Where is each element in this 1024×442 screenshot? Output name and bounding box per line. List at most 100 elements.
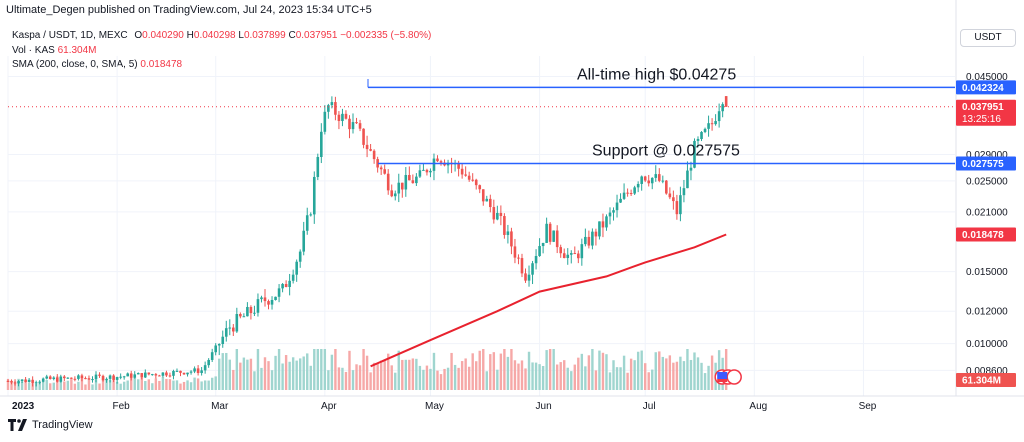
candle-body bbox=[98, 374, 101, 376]
candle-body bbox=[541, 242, 545, 247]
volume-bar bbox=[524, 368, 527, 390]
candle-body bbox=[429, 170, 432, 173]
volume-bar bbox=[675, 361, 679, 390]
volume-bar bbox=[218, 358, 221, 390]
high-label: H bbox=[186, 30, 194, 41]
volume-bar bbox=[496, 369, 499, 390]
volume-bar bbox=[492, 352, 496, 390]
volume-bar bbox=[531, 362, 534, 390]
candle-body bbox=[161, 372, 165, 376]
candle-body bbox=[309, 214, 313, 216]
y-tick-label: 0.021000 bbox=[966, 207, 1008, 218]
candle-body bbox=[376, 159, 379, 168]
y-tick-label: 0.010000 bbox=[966, 339, 1008, 350]
candle-body bbox=[143, 372, 147, 378]
volume-bar bbox=[91, 384, 94, 390]
candle-body bbox=[721, 104, 724, 112]
candle-body bbox=[489, 198, 492, 208]
volume-bar bbox=[168, 379, 172, 390]
volume-bar bbox=[362, 349, 365, 390]
candle-body bbox=[506, 231, 510, 235]
candle-body bbox=[224, 328, 228, 337]
candle-body bbox=[580, 244, 584, 259]
horizontal-levels: All-time high $0.04275 Support @ 0.027575 bbox=[367, 66, 955, 165]
candle-body bbox=[503, 216, 506, 235]
volume-bar bbox=[246, 359, 249, 390]
volume-bar bbox=[291, 357, 295, 390]
volume-label[interactable]: Vol · KAS bbox=[12, 44, 55, 56]
volume-bar bbox=[520, 360, 524, 390]
volume-bar bbox=[622, 355, 626, 390]
volume-bar bbox=[175, 380, 179, 390]
candle-body bbox=[73, 378, 77, 380]
footer: TradingView bbox=[8, 419, 93, 431]
candle-body bbox=[629, 193, 633, 195]
candle-body bbox=[186, 372, 189, 375]
volume-bar bbox=[591, 349, 594, 390]
candle-body bbox=[714, 121, 717, 125]
volume-bar bbox=[464, 358, 467, 390]
candle-body bbox=[129, 373, 133, 378]
volume-bar bbox=[668, 355, 672, 390]
sma-label[interactable]: SMA (200, close, 0, SMA, 5) bbox=[12, 59, 138, 70]
volume-bar bbox=[408, 359, 411, 390]
volume-bar bbox=[263, 357, 267, 390]
candle-body bbox=[710, 123, 714, 125]
candle-body bbox=[105, 378, 108, 381]
candle-body bbox=[348, 118, 351, 130]
volume-bar bbox=[133, 377, 136, 390]
candle-body bbox=[566, 254, 570, 259]
candles bbox=[6, 96, 742, 387]
currency-button[interactable]: USDT bbox=[960, 29, 1016, 47]
volume-bar bbox=[707, 365, 710, 390]
volume-bar bbox=[365, 355, 369, 390]
candle-body bbox=[369, 149, 372, 151]
volume-bar bbox=[517, 363, 520, 390]
volume-bar bbox=[309, 365, 312, 390]
candle-body bbox=[573, 253, 577, 255]
candle-body bbox=[527, 274, 531, 281]
symbol-name[interactable]: Kaspa / USDT, 1D, MEXC bbox=[12, 30, 128, 41]
candle-body bbox=[383, 169, 386, 174]
candle-body bbox=[48, 376, 52, 380]
volume-bar bbox=[724, 349, 728, 390]
event-marker-icon bbox=[726, 369, 742, 385]
volume-bar bbox=[710, 355, 714, 390]
candle-body bbox=[584, 236, 587, 245]
candle-body bbox=[372, 150, 376, 160]
legend: Kaspa / USDT, 1D, MEXC O0.040290 H0.0402… bbox=[12, 29, 431, 73]
price-label-ath: 0.042324 bbox=[962, 83, 1004, 94]
candle-body bbox=[337, 114, 341, 122]
volume-bar bbox=[552, 349, 555, 390]
candle-body bbox=[274, 296, 277, 300]
volume-value: 61.304M bbox=[57, 44, 97, 56]
candle-body bbox=[112, 375, 115, 380]
volume-bar bbox=[77, 381, 80, 390]
volume-bar bbox=[615, 367, 619, 390]
price-label-last: 0.037951 bbox=[962, 102, 1004, 113]
volume-bar bbox=[471, 353, 474, 390]
volume-bar bbox=[411, 358, 415, 390]
volume-bar bbox=[13, 381, 17, 390]
volume-bar bbox=[59, 379, 63, 390]
candle-body bbox=[351, 122, 355, 130]
volume-bar bbox=[612, 360, 615, 390]
x-tick-label: Jun bbox=[536, 401, 552, 412]
volume-bar bbox=[137, 379, 140, 390]
volume-bar bbox=[545, 350, 548, 390]
price-label-support: 0.027575 bbox=[962, 159, 1004, 170]
volume-bar bbox=[619, 367, 622, 390]
candle-body bbox=[693, 140, 696, 168]
volume-bar bbox=[130, 377, 133, 390]
volume-bar bbox=[42, 381, 45, 390]
candle-body bbox=[633, 187, 636, 194]
candle-body bbox=[140, 373, 144, 378]
volume-bar bbox=[101, 378, 105, 390]
candle-body bbox=[330, 102, 334, 106]
volume-bar bbox=[475, 361, 478, 390]
candle-body bbox=[415, 176, 418, 184]
candle-body bbox=[605, 216, 608, 228]
volume-bar bbox=[235, 349, 239, 390]
volume-bar bbox=[376, 363, 379, 390]
